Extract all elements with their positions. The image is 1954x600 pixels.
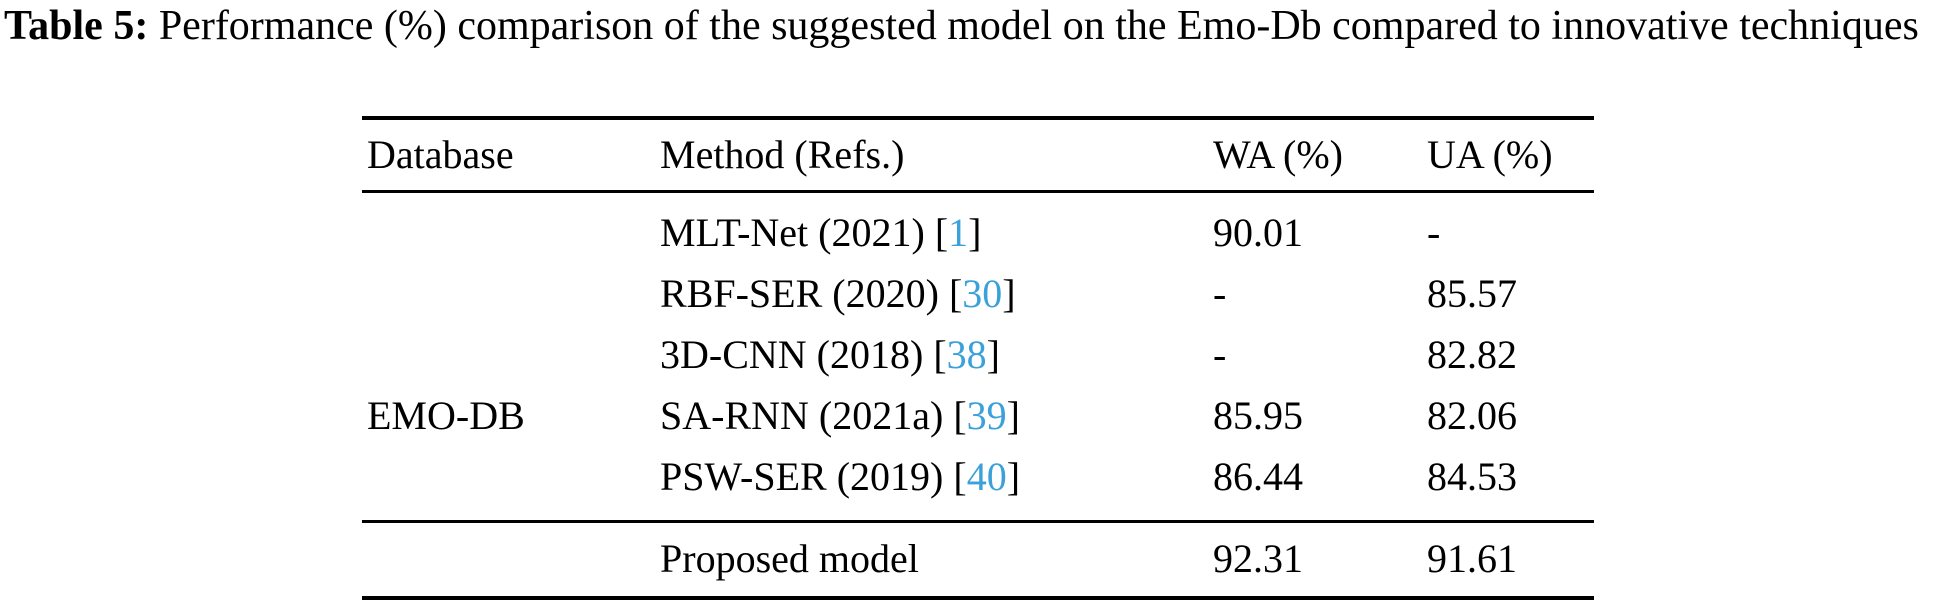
table-header: Database Method (Refs.) WA (%) UA (%) (362, 118, 1594, 193)
table-row: RBF-SER (2020) [30] -85.57 (362, 264, 1594, 325)
database-cell (362, 325, 660, 386)
wa-value: - (1213, 332, 1227, 377)
citation-open-bracket: [ (948, 271, 963, 316)
citation-link[interactable]: 1 (948, 210, 969, 255)
method-cell: PSW-SER (2019) [40] (660, 447, 1213, 523)
database-cell (362, 192, 660, 265)
table-body: MLT-Net (2021) [1] 90.01- RBF-SER (2020) [… (362, 192, 1594, 523)
method-name: 3D-CNN (2018) (660, 332, 924, 377)
method-name: SA-RNN (2021a) (660, 393, 944, 438)
citation-open-bracket: [ (933, 332, 947, 377)
citation-close-bracket: ] (1002, 271, 1016, 316)
table-row: MLT-Net (2021) [1] 90.01- (362, 192, 1594, 265)
wa-value: 90.01 (1213, 210, 1303, 255)
citation-open-bracket: [ (953, 454, 967, 499)
col-header-method: Method (Refs.) (660, 118, 1213, 193)
header-row: Database Method (Refs.) WA (%) UA (%) (362, 118, 1594, 193)
citation-link[interactable]: 38 (946, 332, 987, 377)
table-row: 3D-CNN (2018) [38] -82.82 (362, 325, 1594, 386)
citation-close-bracket: ] (1006, 393, 1020, 438)
citation-link[interactable]: 39 (966, 393, 1007, 438)
wa-value: - (1213, 271, 1227, 316)
ua-value: 82.82 (1427, 332, 1517, 377)
citation-close-bracket: ] (968, 210, 982, 255)
table-caption-label: Table 5: (4, 3, 149, 49)
ua-value: 82.06 (1427, 393, 1517, 438)
table-footer: Proposed model 92.31 91.61 (362, 522, 1594, 599)
table-row: PSW-SER (2019) [40] 86.44 84.53 (362, 447, 1594, 523)
citation-link[interactable]: 40 (966, 454, 1007, 499)
proposed-model-row: Proposed model 92.31 91.61 (362, 522, 1594, 599)
wa-value: 85.95 (1213, 393, 1303, 438)
col-header-ua: UA (%) (1427, 118, 1594, 193)
col-header-database: Database (362, 118, 660, 193)
table-caption: Table 5: Performance (%) comparison of t… (4, 2, 1952, 50)
database-cell (362, 522, 660, 599)
database-cell (362, 264, 660, 325)
method-cell: MLT-Net (2021) [1] (660, 192, 1213, 265)
citation-link[interactable]: 30 (962, 271, 1003, 316)
ua-value: 85.57 (1427, 271, 1517, 316)
wa-value: 86.44 (1213, 447, 1427, 523)
method-name: MLT-Net (2021) (660, 210, 925, 255)
ua-value-proposed: 91.61 (1427, 536, 1517, 581)
method-cell: 3D-CNN (2018) [38] (660, 325, 1213, 386)
wa-value-proposed: 92.31 (1213, 536, 1303, 581)
database-cell (362, 447, 660, 523)
database-cell: EMO-DB (367, 393, 525, 438)
performance-comparison-table: Database Method (Refs.) WA (%) UA (%) ML… (362, 116, 1594, 600)
citation-close-bracket: ] (1006, 454, 1021, 499)
ua-value: - (1427, 210, 1441, 255)
method-name: PSW-SER (2019) (660, 454, 944, 499)
citation-open-bracket: [ (934, 210, 949, 255)
method-cell: SA-RNN (2021a) [39] (660, 386, 1213, 447)
method-cell: RBF-SER (2020) [30] (660, 264, 1213, 325)
method-cell-proposed: Proposed model (660, 536, 919, 581)
citation-close-bracket: ] (986, 332, 1000, 377)
col-header-wa: WA (%) (1213, 118, 1427, 193)
citation-open-bracket: [ (953, 393, 967, 438)
ua-value: 84.53 (1427, 447, 1594, 523)
table-row: EMO-DB SA-RNN (2021a) [39] 85.95 82.06 (362, 386, 1594, 447)
table-caption-text: Performance (%) comparison of the sugges… (158, 3, 1919, 49)
method-name: RBF-SER (2020) (660, 271, 939, 316)
